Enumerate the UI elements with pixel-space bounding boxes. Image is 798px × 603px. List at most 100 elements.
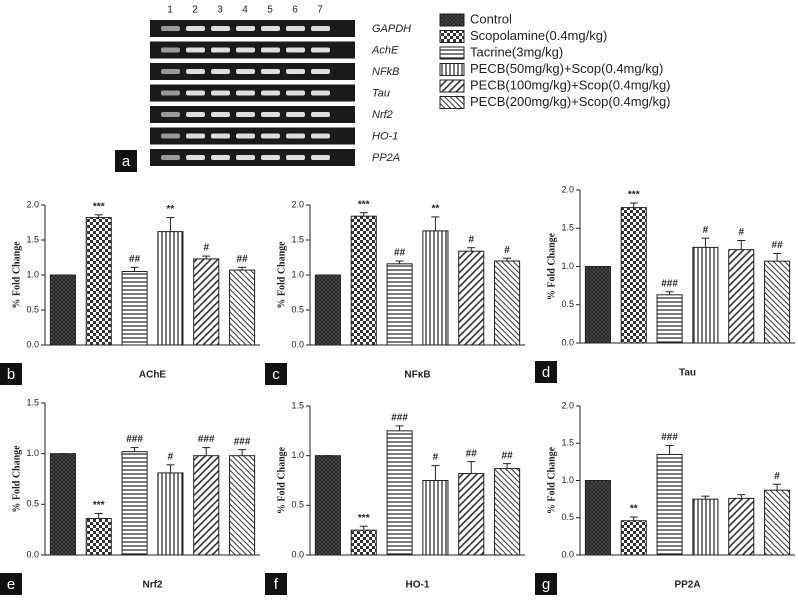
bar [494, 468, 521, 556]
y-tick-label: 0.5 [291, 500, 304, 510]
panel-label: d [542, 364, 550, 381]
legend-swatch [439, 63, 465, 76]
y-axis-label: % Fold Change [546, 446, 557, 514]
gel-band [211, 47, 230, 53]
gel-band [161, 26, 180, 31]
gel-band [261, 90, 280, 96]
panel-label: e [7, 576, 15, 593]
significance: ### [234, 436, 251, 447]
bar [85, 217, 112, 346]
gel-band [311, 90, 330, 96]
gel-band [211, 112, 230, 117]
significance: # [703, 225, 709, 236]
panel-label-box [265, 573, 287, 595]
gel-band [186, 155, 205, 160]
gel-band [261, 69, 280, 74]
significance: ** [167, 204, 175, 215]
bar [157, 472, 184, 556]
bar [728, 497, 755, 556]
gel-band [236, 112, 255, 117]
bar [656, 453, 683, 556]
significance: ## [772, 240, 784, 251]
gel-band [186, 26, 205, 31]
legend-swatch [439, 13, 465, 27]
legend-label: PECB(200mg/kg)+Scop(0.4mg/kg) [470, 94, 671, 109]
y-tick-label: 0.5 [561, 512, 574, 522]
y-tick-label: 0.5 [561, 299, 574, 309]
gel-band [211, 90, 230, 96]
significance: ### [391, 413, 408, 424]
bar [193, 455, 220, 556]
gel-band [311, 69, 330, 74]
panel-label: f [274, 576, 279, 593]
panel-label-box [0, 573, 22, 595]
significance: # [738, 227, 744, 238]
bar [314, 274, 341, 346]
legend-swatch [439, 46, 465, 60]
gel-band [236, 47, 255, 53]
y-tick-label: 1.5 [561, 223, 574, 233]
y-tick-label: 1.5 [291, 234, 304, 244]
panel-label: c [272, 366, 280, 383]
gel-band [311, 133, 330, 139]
y-tick-label: 1.0 [561, 261, 574, 271]
x-axis-label: NFκB [404, 370, 430, 381]
bar [584, 480, 611, 556]
x-axis-label: Tau [679, 368, 696, 379]
y-tick-label: 1.0 [561, 475, 574, 485]
lane-label: 1 [167, 5, 173, 16]
gel-band [236, 69, 255, 74]
y-tick-label: 1.0 [291, 269, 304, 279]
significance: # [468, 234, 474, 245]
bar [49, 274, 76, 346]
x-axis-label: AChE [139, 370, 167, 381]
bar [422, 230, 449, 346]
y-tick-label: 0.5 [291, 304, 304, 314]
bar [692, 498, 719, 556]
significance: ## [129, 254, 141, 265]
bar [458, 473, 485, 556]
bar [386, 430, 413, 556]
bar [350, 215, 377, 346]
gel-band [211, 69, 230, 74]
bar [229, 269, 256, 346]
y-tick-label: 0.0 [291, 549, 304, 559]
significance: # [203, 243, 209, 254]
y-tick-label: 2.0 [561, 400, 574, 410]
bar [620, 207, 647, 344]
y-axis-label: % Fold Change [276, 446, 287, 514]
significance: ## [394, 248, 406, 259]
y-tick-label: 0.0 [26, 549, 39, 559]
gel-band [286, 69, 305, 74]
gel-band [211, 133, 230, 139]
lane-label: 4 [242, 5, 248, 16]
gene-label: PP2A [372, 152, 400, 164]
lane-label: 5 [267, 5, 273, 16]
gel-band [186, 90, 205, 96]
x-axis-label: PP2A [674, 580, 700, 591]
y-tick-label: 0.5 [26, 304, 39, 314]
panel-label-box [0, 363, 22, 385]
gene-label: Tau [372, 87, 390, 99]
gel-band [261, 47, 280, 53]
bar [121, 271, 148, 346]
gene-label: Nrf2 [372, 109, 393, 121]
significance: # [433, 452, 439, 463]
panel-label-box [265, 363, 287, 385]
gel-band [286, 47, 305, 53]
y-tick-label: 1.5 [26, 397, 39, 407]
y-tick-label: 1.5 [26, 234, 39, 244]
y-tick-label: 1.5 [291, 400, 304, 410]
lane-label: 3 [217, 5, 223, 16]
significance: ** [432, 204, 440, 215]
gene-label: NFkB [372, 66, 400, 78]
gel-band [311, 112, 330, 117]
x-axis-label: HO-1 [406, 580, 430, 591]
gel-band [186, 112, 205, 117]
gel-band [186, 69, 205, 74]
bar [314, 455, 341, 556]
gel-band [311, 26, 330, 31]
gel-band [211, 155, 230, 160]
significance: *** [93, 201, 105, 212]
